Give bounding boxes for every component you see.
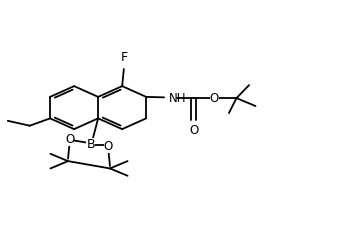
Text: O: O: [104, 140, 113, 153]
Text: B: B: [86, 138, 95, 150]
Text: O: O: [210, 92, 219, 104]
Text: F: F: [120, 51, 128, 64]
Text: O: O: [189, 124, 198, 138]
Text: NH: NH: [169, 92, 187, 104]
Text: O: O: [65, 133, 74, 146]
